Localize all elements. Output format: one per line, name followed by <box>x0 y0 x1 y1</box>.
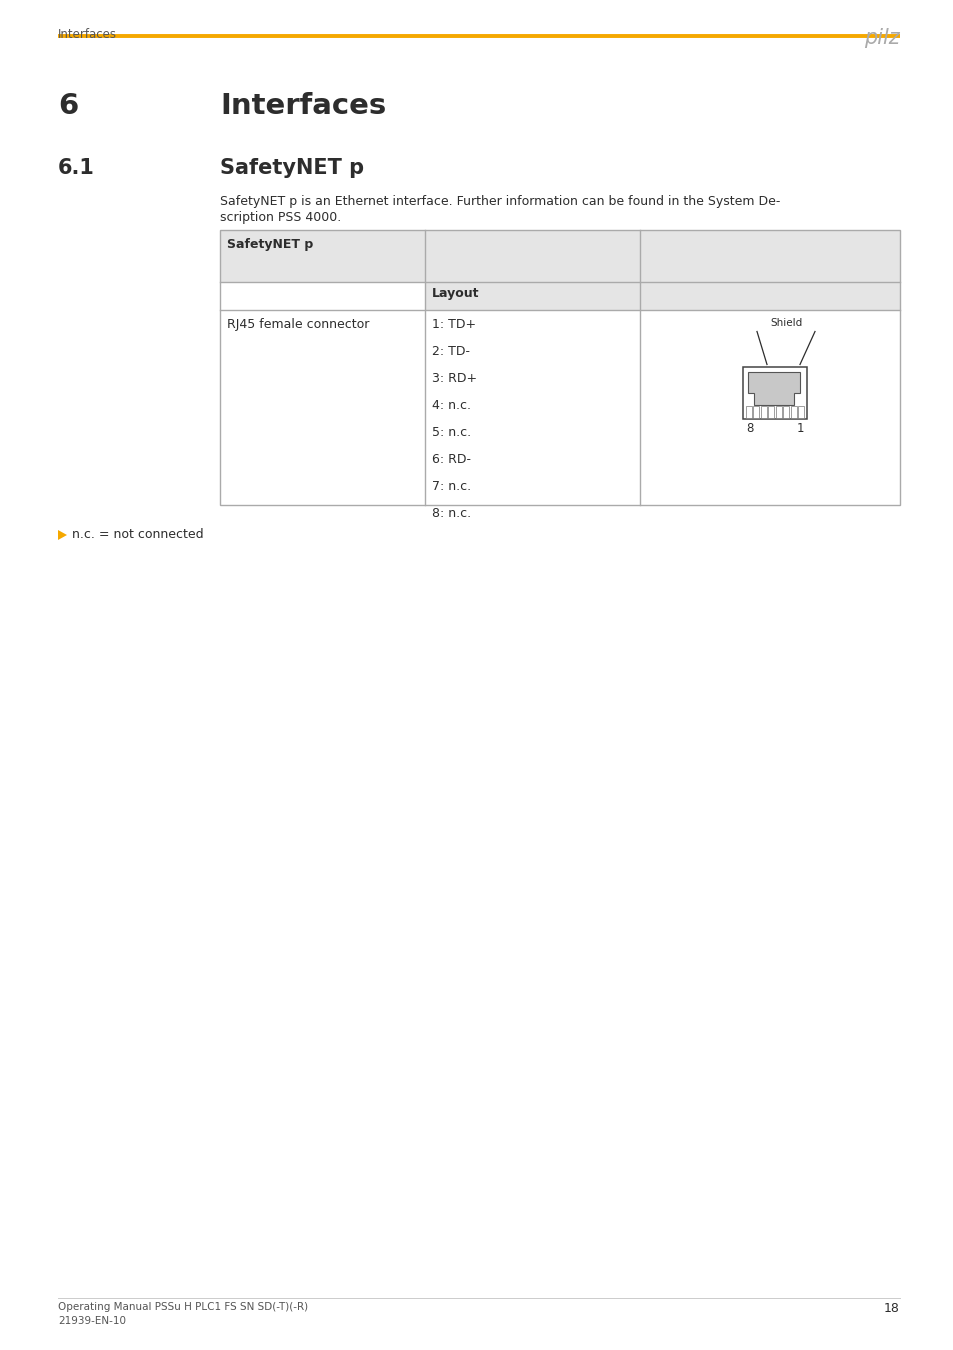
Text: 1: 1 <box>796 423 803 436</box>
Text: 6.1: 6.1 <box>58 158 94 178</box>
Polygon shape <box>58 531 67 540</box>
Text: 2: TD-: 2: TD- <box>432 346 470 358</box>
Text: 21939-EN-10: 21939-EN-10 <box>58 1316 126 1326</box>
Text: SafetyNET p: SafetyNET p <box>227 238 313 251</box>
Bar <box>742 366 806 418</box>
Text: 18: 18 <box>883 1301 899 1315</box>
Text: pilz: pilz <box>863 28 899 49</box>
Text: 4: n.c.: 4: n.c. <box>432 400 471 412</box>
Text: n.c. = not connected: n.c. = not connected <box>71 528 203 541</box>
Text: 5: n.c.: 5: n.c. <box>432 427 471 439</box>
Text: 8: n.c.: 8: n.c. <box>432 508 471 520</box>
Text: 7: n.c.: 7: n.c. <box>432 481 471 493</box>
Bar <box>775 405 781 417</box>
Bar <box>790 405 796 417</box>
Text: 3: RD+: 3: RD+ <box>432 373 476 385</box>
Bar <box>798 405 803 417</box>
Text: Interfaces: Interfaces <box>58 28 117 40</box>
Text: Operating Manual PSSu H PLC1 FS SN SD(-T)(-R): Operating Manual PSSu H PLC1 FS SN SD(-T… <box>58 1301 308 1312</box>
Text: Shield: Shield <box>770 319 802 328</box>
Polygon shape <box>747 371 800 405</box>
Text: 8: 8 <box>745 423 753 436</box>
Text: 1: TD+: 1: TD+ <box>432 319 476 331</box>
Text: Interfaces: Interfaces <box>220 92 386 120</box>
Text: scription PSS 4000.: scription PSS 4000. <box>220 211 341 224</box>
Text: SafetyNET p is an Ethernet interface. Further information can be found in the Sy: SafetyNET p is an Ethernet interface. Fu… <box>220 194 780 208</box>
Bar <box>782 405 788 417</box>
Bar <box>767 405 774 417</box>
Text: Layout: Layout <box>432 288 479 300</box>
Bar <box>220 230 899 505</box>
Bar <box>753 405 759 417</box>
Bar <box>760 405 766 417</box>
Text: SafetyNET p: SafetyNET p <box>220 158 364 178</box>
Bar <box>220 230 899 282</box>
Bar <box>745 405 751 417</box>
Text: RJ45 female connector: RJ45 female connector <box>227 319 369 331</box>
Bar <box>424 282 899 310</box>
Text: 6: RD-: 6: RD- <box>432 454 471 466</box>
Text: 6: 6 <box>58 92 78 120</box>
